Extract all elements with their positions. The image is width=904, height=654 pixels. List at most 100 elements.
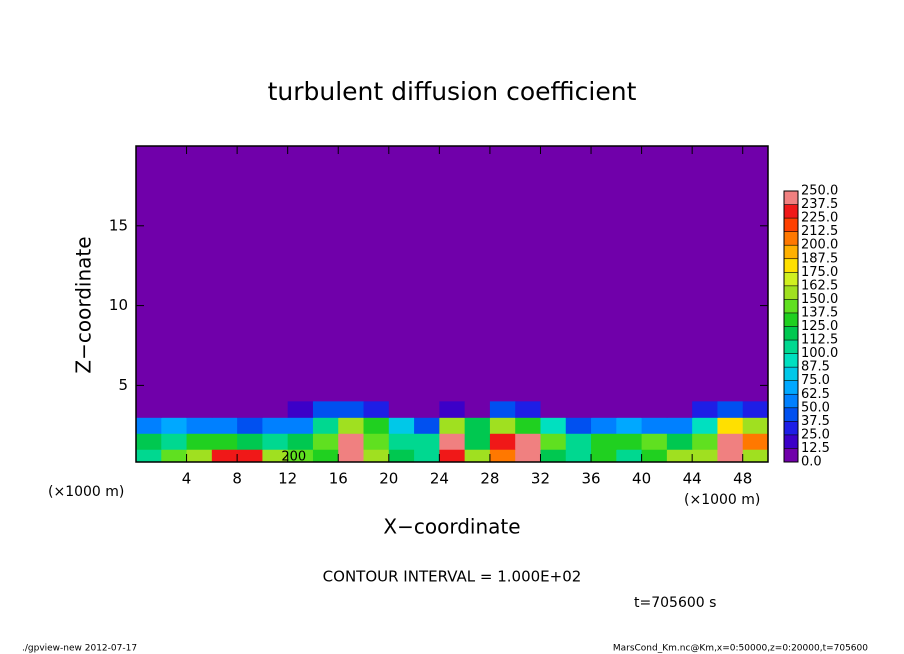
y-axis-label: Z−coordinate	[72, 236, 96, 373]
field-cell	[540, 433, 567, 450]
field-cell	[186, 433, 213, 450]
field-cell	[363, 417, 390, 434]
plot-frame	[135, 145, 769, 463]
field-cell	[666, 433, 693, 450]
colorbar-cell	[784, 245, 798, 259]
field-cell	[591, 401, 617, 418]
field-cell	[262, 449, 289, 463]
field-cell	[591, 449, 617, 463]
x-tick-label: 20	[379, 470, 398, 488]
colorbar-cell	[784, 231, 798, 246]
field-cell	[591, 417, 617, 434]
field-cell	[237, 449, 263, 463]
field-cell	[237, 401, 263, 418]
colorbar-label: 187.5	[801, 251, 838, 266]
colorbar-cell	[784, 312, 798, 327]
field-cell	[161, 401, 188, 418]
y-tick-label: 5	[118, 376, 128, 394]
colorbar-cell	[784, 367, 798, 381]
colorbar-cell	[784, 272, 798, 286]
field-cell	[287, 417, 314, 434]
field-cell	[287, 433, 314, 450]
x-tick-label: 44	[683, 470, 702, 488]
colorbar-label: 75.0	[801, 373, 830, 388]
field-cell	[616, 433, 643, 450]
colorbar-label: 237.5	[801, 197, 838, 212]
field-cell	[186, 449, 213, 463]
field-cell	[616, 401, 643, 418]
field-cell	[237, 417, 263, 434]
field-cell	[464, 401, 491, 418]
colorbar-cell	[784, 326, 798, 341]
colorbar-cell	[784, 204, 798, 219]
field-cell	[161, 449, 188, 463]
x-tick-label: 40	[632, 470, 651, 488]
field-cell	[565, 401, 592, 418]
field-cell	[464, 433, 491, 450]
field-cell	[742, 449, 769, 463]
field-cell	[742, 417, 769, 434]
field-cell	[237, 433, 263, 450]
field-cell	[565, 417, 592, 434]
colorbar-label: 137.5	[801, 305, 838, 320]
field-cell	[692, 401, 718, 418]
x-tick-label: 24	[430, 470, 449, 488]
field-cell	[666, 417, 693, 434]
field-cell	[692, 417, 718, 434]
time-label: t=705600 s	[634, 595, 716, 611]
colorbar-cell	[784, 353, 798, 368]
colorbar-label: 12.5	[801, 441, 830, 456]
field-cell	[338, 417, 365, 434]
contour-interval: CONTOUR INTERVAL = 1.000E+02	[323, 568, 582, 586]
field-cell	[641, 433, 668, 450]
field-cell	[211, 401, 238, 418]
field-cell	[515, 433, 541, 450]
colorbar-label: 150.0	[801, 292, 838, 307]
field-cell	[312, 401, 339, 418]
colorbar-label: 25.0	[801, 427, 830, 442]
field-cell	[439, 449, 466, 463]
field-cell	[161, 433, 188, 450]
field-cell	[742, 433, 769, 450]
field-cell	[666, 449, 693, 463]
field-cell	[186, 417, 213, 434]
field-cell	[363, 433, 390, 450]
field-cell	[717, 449, 744, 463]
field-cell	[565, 449, 592, 463]
colorbar-label: 87.5	[801, 360, 830, 375]
field-cell	[262, 433, 289, 450]
colorbar-label: 62.5	[801, 387, 830, 402]
colorbar-label: 37.5	[801, 414, 830, 429]
field-cell	[136, 401, 162, 418]
colorbar-label: 50.0	[801, 400, 830, 415]
y-tick-label: 10	[109, 296, 128, 314]
colorbar-cell	[784, 407, 798, 422]
field-cell	[616, 417, 643, 434]
field-cell	[464, 449, 491, 463]
field-cell	[388, 449, 415, 463]
field-cell	[515, 449, 541, 463]
field-cell	[136, 433, 162, 450]
field-cell	[388, 433, 415, 450]
x-unit: (×1000 m)	[48, 484, 124, 500]
colorbar-label: 212.5	[801, 224, 838, 239]
colorbar-label: 125.0	[801, 319, 838, 334]
field-cell	[414, 433, 440, 450]
colorbar-cell	[784, 448, 798, 462]
field-cell	[388, 417, 415, 434]
x-tick-label: 4	[182, 470, 192, 488]
field-cell	[338, 449, 365, 463]
field-cell	[414, 449, 440, 463]
colorbar-label: 112.5	[801, 333, 838, 348]
colorbar-cell	[784, 340, 798, 354]
field-cell	[717, 433, 744, 450]
x-tick-label: 16	[329, 470, 348, 488]
chart-title: turbulent diffusion coefficient	[268, 77, 637, 106]
field-cell	[439, 433, 466, 450]
field-cell	[666, 401, 693, 418]
colorbar-cell	[784, 421, 798, 435]
colorbar-label: 0.0	[801, 455, 822, 470]
colorbar-cell	[784, 394, 798, 408]
field-cell	[161, 417, 188, 434]
